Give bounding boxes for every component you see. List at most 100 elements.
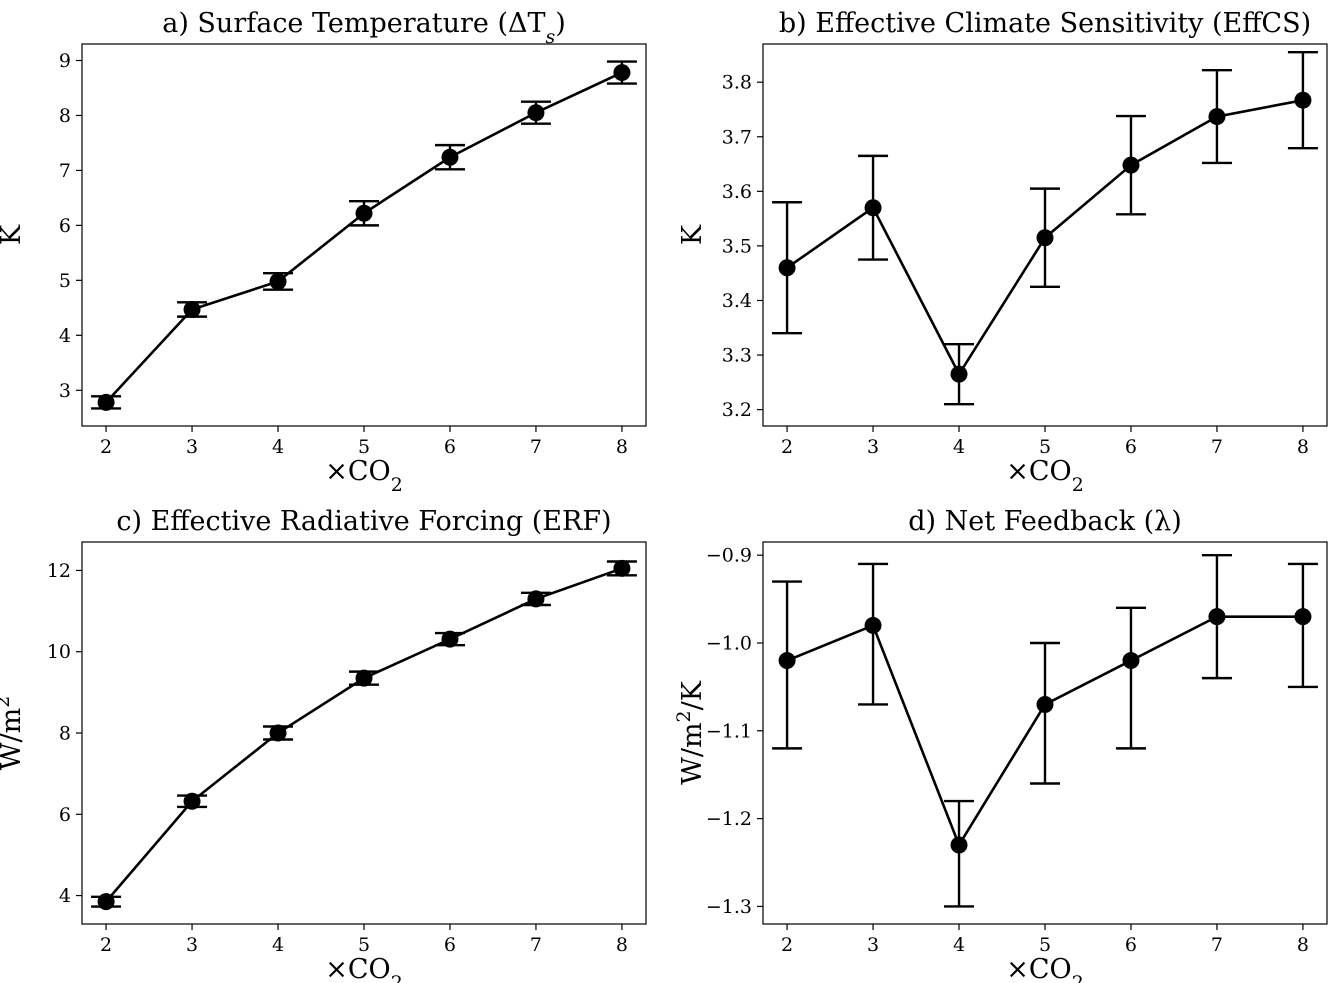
data-point: [1208, 608, 1226, 626]
data-point: [778, 652, 796, 670]
y-axis-label: W/m2: [0, 696, 27, 770]
x-tick-label: 3: [867, 436, 879, 458]
y-tick-label: 3.8: [722, 72, 752, 94]
y-tick-label: 12: [47, 560, 71, 582]
y-tick-label: −1.0: [706, 632, 752, 654]
chart-title-main: b) Effective Climate Sensitivity (EffCS): [779, 8, 1311, 39]
y-axis-label-superscript: 2: [673, 710, 695, 722]
data-point: [778, 259, 796, 277]
error-bar: [1287, 562, 1318, 689]
y-tick-label: 7: [59, 160, 71, 182]
y-tick-label: 8: [59, 105, 71, 127]
data-point: [1036, 229, 1054, 247]
data-point: [441, 148, 459, 166]
panel-b: b) Effective Climate Sensitivity (EffCS)…: [677, 8, 1328, 496]
y-tick-label: −1.3: [706, 896, 752, 918]
x-axis-label: ×CO2: [325, 954, 402, 983]
data-point: [97, 893, 115, 911]
y-axis-label: K: [677, 224, 708, 245]
x-axis-label-subscript: 2: [391, 474, 403, 496]
x-axis-label-main: ×CO: [325, 456, 390, 487]
y-tick-label: 3.6: [722, 181, 752, 203]
y-tick-label: 4: [59, 325, 71, 347]
x-tick-label: 7: [530, 436, 542, 458]
data-point: [950, 365, 968, 383]
x-tick-label: 5: [1039, 934, 1051, 956]
data-point: [613, 559, 631, 577]
data-point: [355, 204, 373, 222]
x-tick-label: 4: [953, 934, 965, 956]
x-axis-label: ×CO2: [1006, 456, 1083, 496]
x-tick-label: 7: [1211, 934, 1223, 956]
series-line: [105, 71, 623, 404]
data-point: [950, 836, 968, 854]
y-tick-label: −1.1: [706, 720, 752, 742]
panel-d: d) Net Feedback (λ) 2 3 4 5 6 7 8 −1.3 −1.2 −1.1 −1…: [673, 506, 1328, 983]
data-point: [864, 616, 882, 634]
y-tick-label: 4: [59, 885, 71, 907]
x-axis-label-subscript: 2: [391, 972, 403, 983]
data-point: [269, 724, 287, 742]
x-axis-label-subscript: 2: [1072, 474, 1084, 496]
y-axis-label-tail: /K: [677, 680, 708, 710]
x-tick-label: 4: [272, 934, 284, 956]
x-tick-label: 5: [358, 436, 370, 458]
x-axis-label-subscript: 2: [1072, 972, 1084, 983]
x-tick-label: 2: [781, 934, 793, 956]
data-point: [1122, 652, 1140, 670]
x-tick-label: 2: [100, 436, 112, 458]
y-tick-label: 10: [47, 641, 71, 663]
panel-a: a) Surface Temperature (ΔTs) 2 3 4 5 6 7 8 3 4 5 6 7…: [0, 8, 647, 496]
y-tick-label: 3.2: [722, 399, 752, 421]
y-tick-label: 6: [59, 215, 71, 237]
chart-title: c) Effective Radiative Forcing (ERF): [116, 506, 611, 537]
x-tick-label: 7: [1211, 436, 1223, 458]
data-point: [183, 300, 201, 318]
y-tick-label: 5: [59, 270, 71, 292]
chart-title-tail: ): [555, 8, 566, 39]
x-tick-label: 8: [616, 436, 628, 458]
x-tick-label: 2: [100, 934, 112, 956]
chart-title: a) Surface Temperature (ΔTs): [162, 8, 566, 48]
chart-title-main: d) Net Feedback (λ): [908, 506, 1182, 537]
x-tick-label: 2: [781, 436, 793, 458]
data-point: [1208, 108, 1226, 126]
series-line: [105, 567, 623, 903]
x-tick-label: 7: [530, 934, 542, 956]
y-tick-label: −0.9: [706, 545, 752, 567]
chart-title-main: c) Effective Radiative Forcing (ERF): [116, 506, 611, 537]
y-axis-label-main: K: [677, 224, 708, 245]
y-axis-label: K: [0, 224, 27, 245]
data-point: [355, 669, 373, 687]
x-tick-label: 3: [186, 934, 198, 956]
data-point: [527, 104, 545, 122]
x-axis-label-main: ×CO: [1006, 456, 1071, 487]
y-axis-label-main: W/m: [0, 708, 27, 770]
x-axis-label: ×CO2: [1006, 954, 1083, 983]
data-point: [183, 792, 201, 810]
y-axis-label: W/m2/K: [673, 680, 708, 785]
x-tick-label: 6: [444, 934, 456, 956]
x-tick-label: 6: [1125, 934, 1137, 956]
y-tick-label: 3.5: [722, 235, 752, 257]
x-tick-label: 8: [1297, 436, 1309, 458]
x-tick-label: 5: [358, 934, 370, 956]
x-tick-label: 4: [953, 436, 965, 458]
y-tick-label: 9: [59, 50, 71, 72]
x-tick-label: 3: [186, 436, 198, 458]
y-axis-label-main: W/m: [677, 722, 708, 784]
error-bar: [858, 562, 889, 706]
chart-title-main: a) Surface Temperature (ΔT: [162, 8, 545, 39]
y-tick-label: 8: [59, 723, 71, 745]
panel-c: c) Effective Radiative Forcing (ERF) 2 3 4 5…: [0, 506, 647, 983]
x-tick-label: 5: [1039, 436, 1051, 458]
data-point: [613, 64, 631, 82]
chart-title-subscript: s: [546, 26, 556, 48]
y-tick-label: 3.4: [722, 290, 752, 312]
data-point: [441, 630, 459, 648]
data-point: [1122, 156, 1140, 174]
data-point: [527, 590, 545, 608]
x-axis-label: ×CO2: [325, 456, 402, 496]
y-tick-label: 3.7: [722, 126, 752, 148]
